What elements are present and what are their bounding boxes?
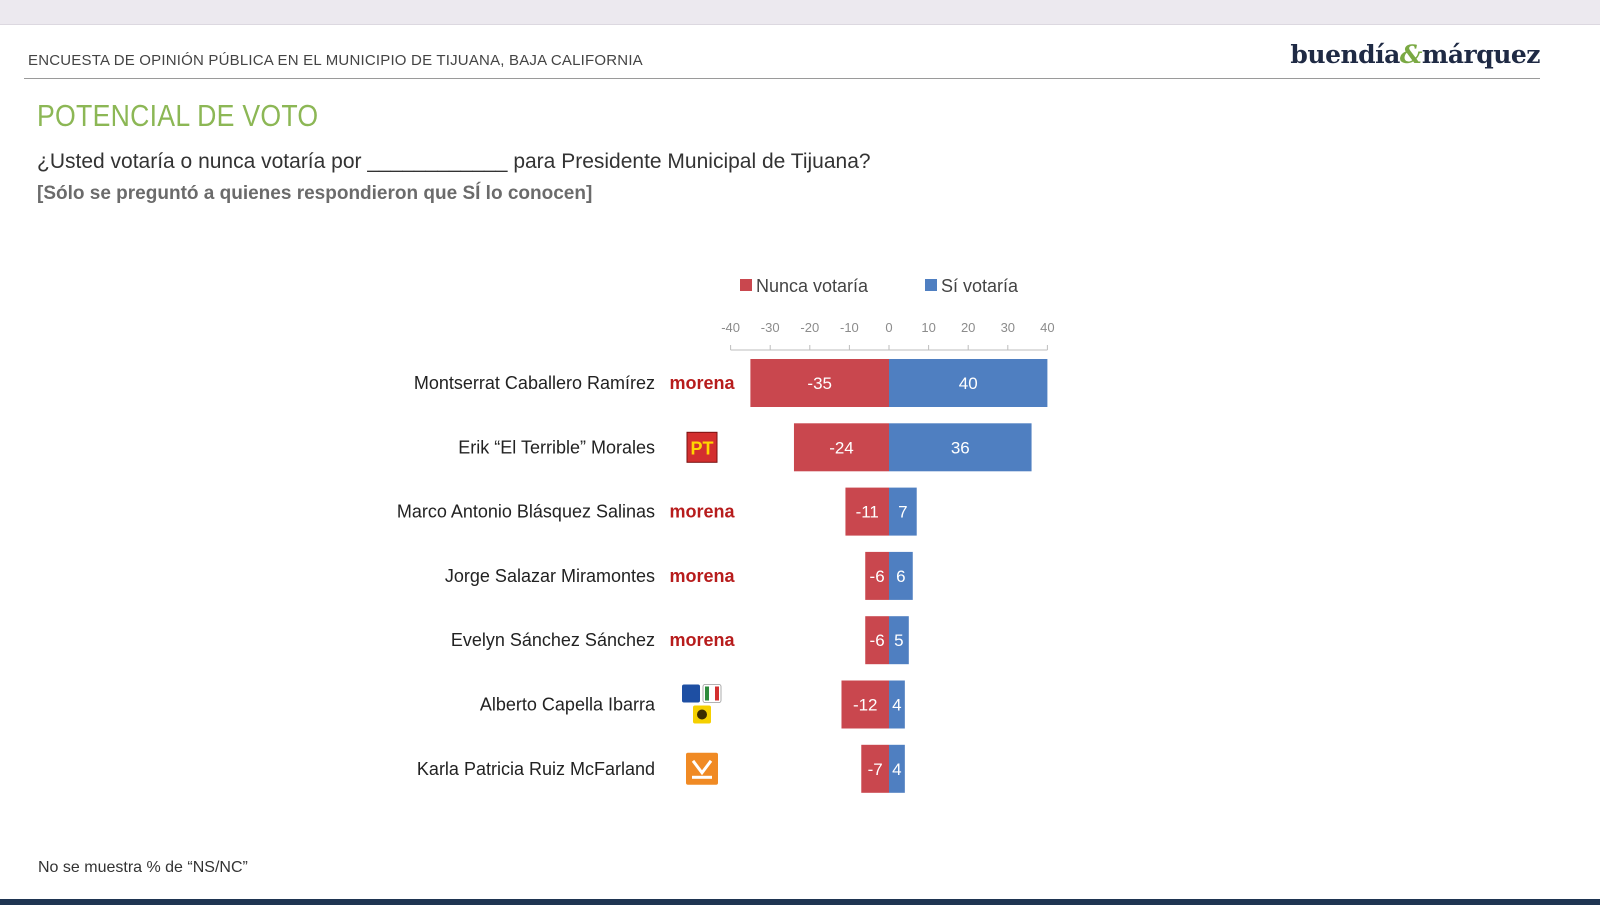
bar-nunca-label: -6 — [870, 631, 885, 650]
mc-logo — [686, 752, 718, 785]
bar-si-label: 7 — [898, 503, 907, 522]
bar-nunca-label: -24 — [829, 438, 854, 457]
legend-swatch-si — [925, 279, 937, 291]
bar-nunca-label: -35 — [807, 374, 832, 393]
bottom-strip — [0, 899, 1600, 905]
survey-question: ¿Usted votaría o nunca votaría por _____… — [37, 150, 871, 173]
legend-label-nunca: Nunca votaría — [756, 276, 869, 296]
morena-logo: morena — [669, 630, 735, 650]
bar-si-label: 5 — [894, 631, 903, 650]
bar-nunca — [841, 680, 889, 729]
bar-nunca — [750, 359, 889, 407]
bar-si — [889, 680, 905, 729]
x-tick-label: -20 — [800, 320, 819, 335]
prd-logo-sun — [697, 709, 707, 720]
survey-note: [Sólo se preguntó a quienes respondieron… — [37, 183, 593, 204]
candidate-label: Jorge Salazar Miramontes — [445, 566, 655, 586]
bar-nunca — [861, 744, 889, 793]
bar-si-label: 4 — [892, 760, 901, 779]
morena-logo: morena — [669, 373, 735, 393]
candidate-label: Montserrat Caballero Ramírez — [414, 373, 655, 393]
bar-si — [889, 487, 917, 536]
bar-si-label: 36 — [951, 438, 970, 457]
morena-logo: morena — [669, 566, 735, 586]
bar-si — [889, 423, 1032, 472]
mc-logo-stripe — [692, 775, 712, 779]
mc-logo-mark — [691, 759, 713, 776]
pri-logo-green — [705, 686, 709, 701]
header-divider — [24, 78, 1540, 79]
brand-logo-right: márquez — [1421, 40, 1541, 69]
x-tick-label: -30 — [761, 320, 780, 335]
pt-logo-text: PT — [690, 438, 713, 458]
pri-logo-red — [715, 686, 719, 701]
brand-logo-left: buendía — [1290, 40, 1400, 69]
x-tick-label: 30 — [1001, 320, 1015, 335]
window-top-strip — [0, 0, 1600, 25]
bar-nunca — [865, 551, 889, 600]
candidate-label: Evelyn Sánchez Sánchez — [451, 630, 655, 650]
x-tick-label: -10 — [840, 320, 859, 335]
x-tick-label: 20 — [961, 320, 975, 335]
candidate-label: Alberto Capella Ibarra — [480, 695, 656, 715]
candidate-label: Marco Antonio Blásquez Salinas — [397, 502, 655, 522]
candidate-label: Erik “El Terrible” Morales — [458, 437, 655, 457]
bar-nunca — [845, 487, 889, 536]
x-tick-label: 40 — [1040, 320, 1054, 335]
bar-si — [889, 616, 909, 665]
candidate-label: Karla Patricia Ruiz McFarland — [417, 759, 655, 779]
pt-logo — [686, 431, 718, 463]
section-title: POTENCIAL DE VOTO — [37, 98, 319, 133]
bar-nunca-label: -12 — [853, 696, 878, 715]
bar-nunca — [865, 616, 889, 665]
bar-si — [889, 359, 1048, 407]
x-tick-label: 0 — [885, 320, 892, 335]
brand-logo-amp: & — [1399, 40, 1423, 69]
footnote: No se muestra % de “NS/NC” — [38, 859, 248, 876]
pan-logo-icon — [682, 684, 700, 703]
bar-si-label: 6 — [896, 567, 905, 586]
survey-header: ENCUESTA DE OPINIÓN PÚBLICA EN EL MUNICI… — [28, 52, 643, 69]
legend-swatch-nunca — [740, 279, 752, 291]
bar-si — [889, 551, 913, 600]
bar-si-label: 4 — [892, 696, 901, 715]
bar-si — [889, 744, 905, 793]
bar-nunca — [793, 423, 889, 472]
x-tick-label: -40 — [721, 320, 740, 335]
morena-logo: morena — [669, 502, 735, 522]
brand-logo: buendía&márquez — [1290, 40, 1540, 69]
bar-nunca-label: -7 — [868, 760, 883, 779]
x-tick-label: 10 — [921, 320, 935, 335]
legend-label-si: Sí votaría — [941, 276, 1019, 296]
bar-nunca-label: -11 — [856, 503, 879, 522]
bar-si-label: 40 — [959, 374, 978, 393]
bar-nunca-label: -6 — [870, 567, 885, 586]
